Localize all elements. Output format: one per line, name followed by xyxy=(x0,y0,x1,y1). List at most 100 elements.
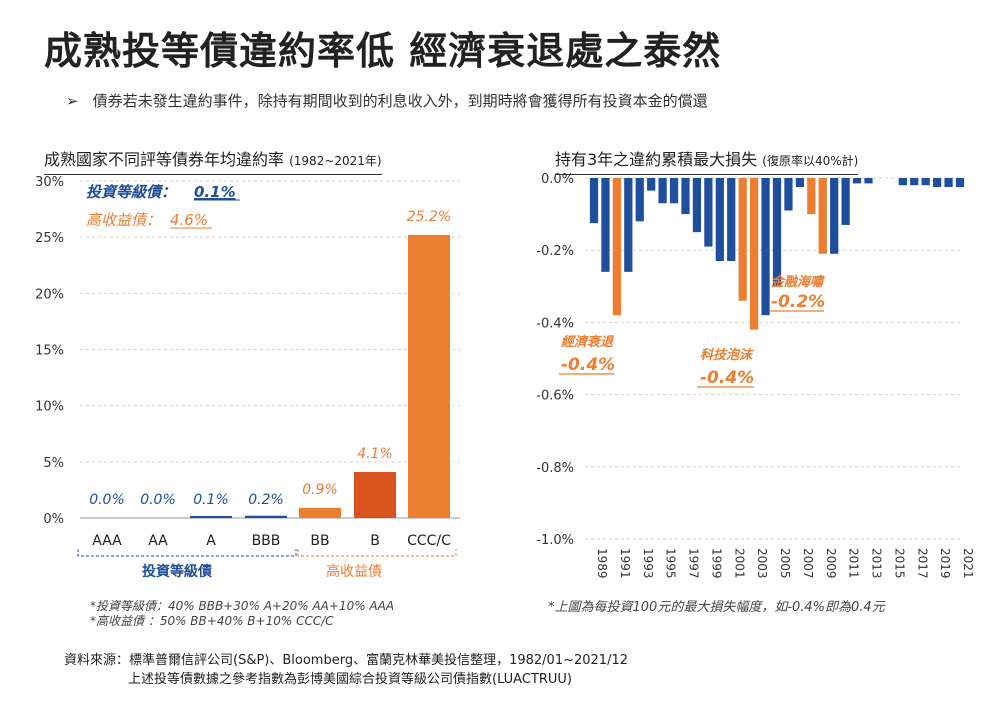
left-ytick-label: 0% xyxy=(43,512,64,527)
left-value-label: 0.0% xyxy=(89,492,125,508)
left-value-label: 0.1% xyxy=(193,492,229,508)
left-note-1: *投資等級債：40% BBB+30% A+20% AA+10% AAA xyxy=(90,599,395,613)
right-bar-2021 xyxy=(955,178,965,188)
right-xtick-label: 2021 xyxy=(961,548,975,579)
right-ytick-label: -0.2% xyxy=(536,244,574,259)
left-value-label: 0.2% xyxy=(248,492,284,508)
right-xtick-label: 1995 xyxy=(664,548,678,579)
left-category-label: BB xyxy=(310,533,329,549)
left-ytick-label: 20% xyxy=(35,287,64,302)
right-note: *上圖為每投資100元的最大損失幅度，如-0.4%即為0.4元 xyxy=(548,600,885,615)
right-chart-title-text: 持有3年之違約累積最大損失 xyxy=(555,150,758,169)
ig-average-label: 投資等級債： xyxy=(86,183,176,201)
right-xtick-label: 1999 xyxy=(709,548,723,579)
right-bar-2020 xyxy=(944,178,953,188)
right-bar-2002 xyxy=(738,178,747,301)
right-xtick-label: 1991 xyxy=(618,548,632,579)
left-ytick-label: 30% xyxy=(35,175,64,190)
right-bar-2001 xyxy=(727,178,736,262)
left-chart-title-text: 成熟國家不同評等債券年均違約率 xyxy=(44,150,285,169)
left-category-label: BBB xyxy=(252,533,281,549)
right-xtick-label: 2003 xyxy=(755,548,769,579)
left-category-label: AAA xyxy=(92,533,122,549)
right-bar-2017 xyxy=(910,178,919,186)
right-ytick-label: -0.4% xyxy=(536,316,574,331)
right-bar-2003 xyxy=(750,178,759,330)
right-ytick-label: -1.0% xyxy=(536,533,574,548)
left-category-label: AA xyxy=(148,533,168,549)
right-bar-2006 xyxy=(784,178,793,211)
hy-group-label: 高收益債 xyxy=(326,563,382,580)
ig-average-value: 0.1% xyxy=(194,183,236,201)
right-xtick-label: 1997 xyxy=(687,548,701,579)
page-title: 成熟投等債違約率低 經濟衰退處之泰然 xyxy=(44,29,722,73)
right-ytick-label: 0.0% xyxy=(541,172,574,187)
annotation-label: 經濟衰退 xyxy=(560,334,615,350)
right-xtick-label: 2017 xyxy=(915,548,929,579)
annotation-value: -0.2% xyxy=(771,292,825,312)
hy-group-bracket xyxy=(297,549,457,557)
right-xtick-label: 2001 xyxy=(732,548,746,579)
right-bar-1991 xyxy=(612,178,621,316)
right-bar-2012 xyxy=(852,178,862,184)
right-xtick-label: 2007 xyxy=(801,548,815,579)
annotation-label: 科技泡沫 xyxy=(700,347,754,363)
right-bar-1998 xyxy=(692,178,702,233)
right-bar-2018 xyxy=(921,178,930,186)
right-bar-1992 xyxy=(624,178,633,272)
left-bar-A xyxy=(190,516,232,518)
right-chart-title: 持有3年之違約累積最大損失 (復原率以40%計) xyxy=(555,146,859,175)
right-bar-2004 xyxy=(761,178,770,316)
right-xtick-label: 1993 xyxy=(641,548,655,579)
bullet-label: 債券若未發生違約事件，除持有期間收到的利息收入外，到期時將會獲得所有投資本金的償… xyxy=(92,92,708,110)
left-value-label: 0.0% xyxy=(140,492,176,508)
left-chart-title: 成熟國家不同評等債券年均違約率 (1982~2021年) xyxy=(44,146,382,175)
left-bar-BBB xyxy=(245,515,287,518)
right-ytick-label: -0.8% xyxy=(536,461,574,476)
left-category-label: B xyxy=(370,533,380,549)
left-value-label: 4.1% xyxy=(357,446,393,462)
right-bar-2008 xyxy=(807,178,816,215)
left-bar-BB xyxy=(299,507,341,518)
right-bar-1997 xyxy=(681,178,690,215)
right-chart-title-note: (復原率以40%計) xyxy=(762,154,859,168)
left-chart-title-note: (1982~2021年) xyxy=(289,154,382,168)
left-note-2: *高收益債 ：50% BB+40% B+10% CCC/C xyxy=(90,614,334,628)
right-bar-1993 xyxy=(635,178,644,222)
right-bar-1989 xyxy=(589,178,599,224)
right-bar-2009 xyxy=(818,178,827,254)
right-xtick-label: 2005 xyxy=(778,548,792,579)
hy-average-value: 4.6% xyxy=(170,211,208,229)
left-bar-B xyxy=(354,471,396,518)
source-line-2: 上述投等債數據之參考指數為彭博美國綜合投資等級公司債指數(LUACTRUU) xyxy=(128,672,572,687)
right-bar-2005 xyxy=(772,178,782,287)
annotation-value: -0.4% xyxy=(700,368,754,388)
source-text: 資料來源：標準普爾信評公司(S&P)、Bloomberg、富蘭克林華美投信整理，… xyxy=(64,651,628,689)
right-bar-2016 xyxy=(898,178,907,186)
right-bar-1996 xyxy=(669,178,679,204)
left-ytick-label: 5% xyxy=(43,456,64,471)
right-bar-2013 xyxy=(864,178,873,184)
right-xtick-label: 2015 xyxy=(892,548,906,579)
bullet-text: ➢ 債券若未發生違約事件，除持有期間收到的利息收入外，到期時將會獲得所有投資本金的… xyxy=(66,90,708,111)
right-bar-2011 xyxy=(841,178,850,225)
right-bar-2010 xyxy=(830,178,839,254)
right-bar-2019 xyxy=(933,178,942,188)
right-bar-1995 xyxy=(658,178,667,204)
left-bar-CCC/C xyxy=(408,234,450,519)
right-xtick-label: 1989 xyxy=(595,548,609,579)
right-bar-2000 xyxy=(715,178,724,262)
annotation-label: 金融海嘯 xyxy=(771,274,825,290)
right-xtick-label: 2009 xyxy=(824,548,838,579)
right-xtick-label: 2011 xyxy=(847,548,861,579)
left-category-label: A xyxy=(206,533,216,549)
left-value-label: 0.9% xyxy=(302,482,338,498)
left-ytick-label: 15% xyxy=(35,344,64,359)
arrow-bullet-icon: ➢ xyxy=(66,92,79,110)
right-bar-2007 xyxy=(795,178,804,188)
left-ytick-label: 10% xyxy=(35,400,64,415)
right-bar-1999 xyxy=(704,178,713,247)
left-ytick-label: 25% xyxy=(35,231,64,246)
right-xtick-label: 2013 xyxy=(870,548,884,579)
